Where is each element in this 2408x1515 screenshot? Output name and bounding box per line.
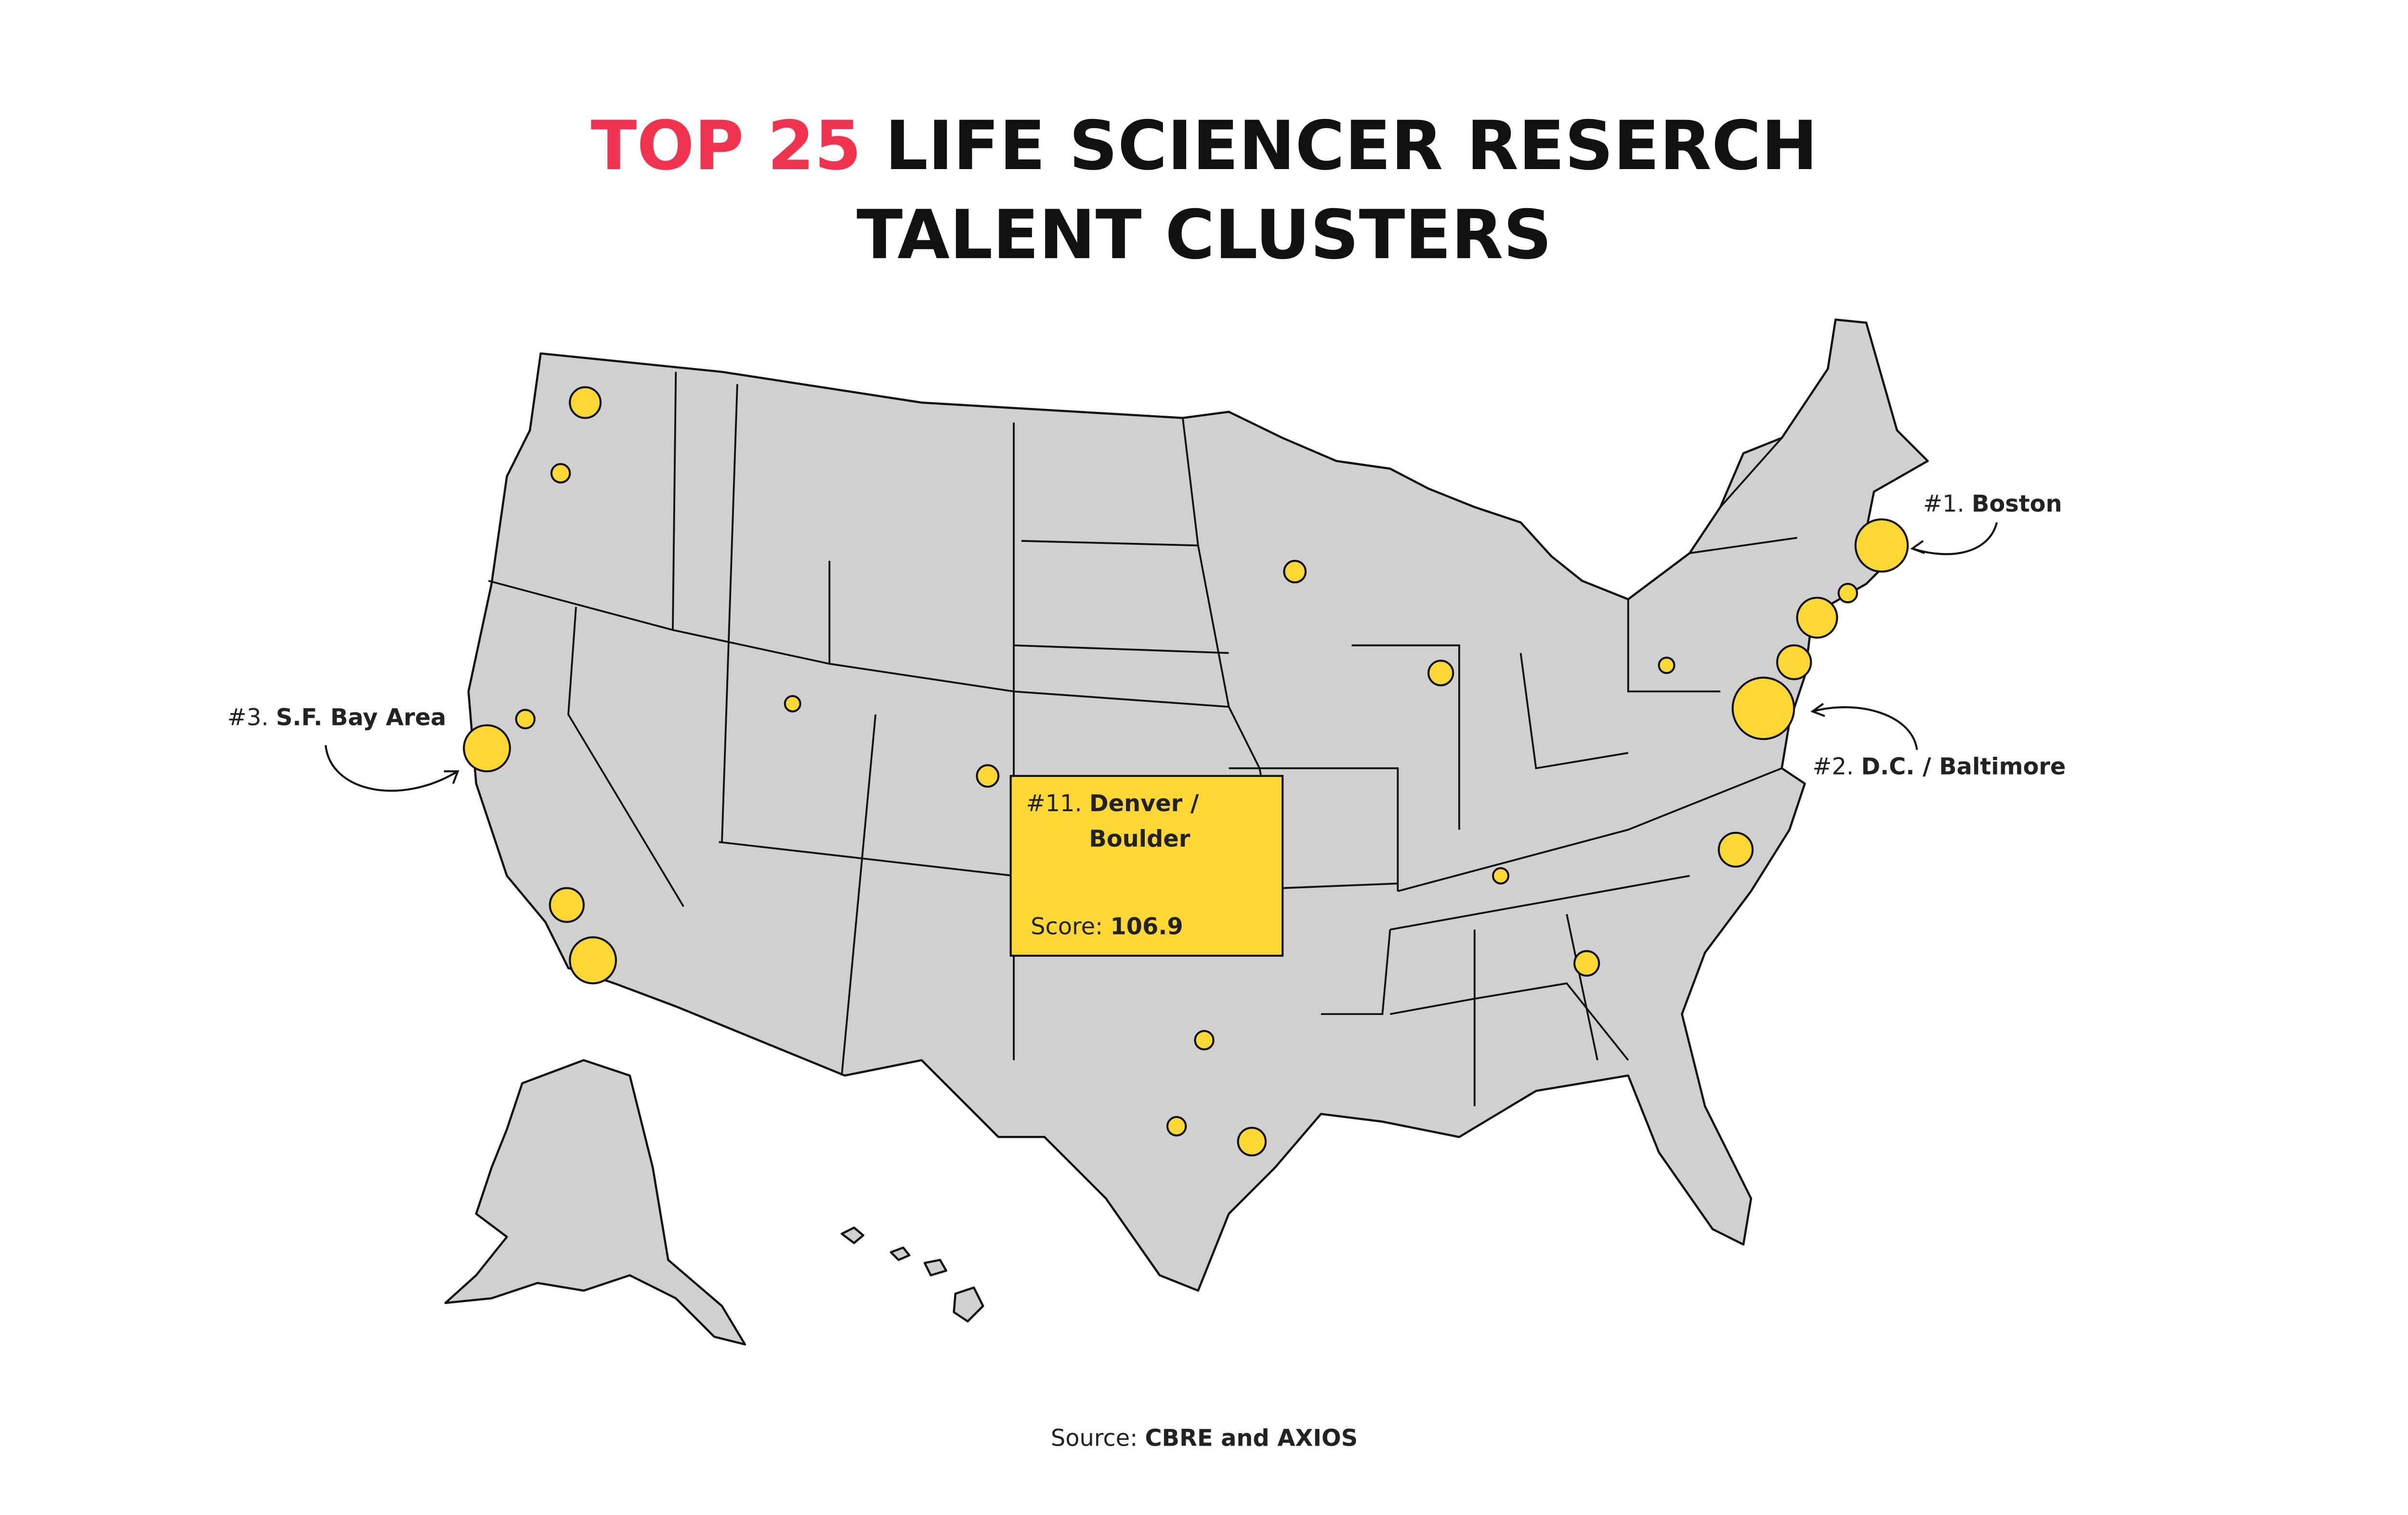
clusters	[463, 386, 1909, 1157]
source: Source: CBRE and AXIOS	[1051, 1425, 1358, 1451]
score-label: Score:	[1031, 913, 1103, 940]
title-text: LIFE SCIENCER RESERCH	[885, 107, 1818, 185]
cluster	[1854, 518, 1909, 573]
cluster	[1837, 583, 1858, 604]
cluster	[1492, 867, 1510, 885]
cluster	[569, 936, 617, 985]
tooltip-score: Score: 106.9	[1031, 913, 1183, 940]
cluster	[784, 695, 801, 712]
title-line-2: TALENT CLUSTERS	[857, 196, 1552, 275]
source-value: CBRE and AXIOS	[1145, 1425, 1358, 1451]
cluster	[1194, 1030, 1215, 1051]
arrow	[1810, 703, 1918, 750]
tooltip-name: #11. Denver /	[1026, 790, 1199, 817]
rank: #11.	[1026, 790, 1082, 817]
arrow	[1910, 522, 1998, 555]
cluster	[1166, 1116, 1187, 1137]
hawaii	[840, 1226, 984, 1323]
cluster	[1717, 831, 1754, 868]
callout-boston: #1. Boston	[1923, 491, 2062, 517]
cluster	[549, 887, 585, 923]
tooltip-name-2: Boulder	[1089, 826, 1190, 852]
cluster	[1573, 950, 1600, 977]
cluster	[1658, 657, 1675, 674]
rank: #3.	[227, 705, 269, 731]
cluster	[1796, 596, 1838, 639]
city-name: S.F. Bay Area	[276, 705, 446, 731]
alaska	[444, 1059, 746, 1346]
cluster	[463, 724, 511, 773]
city-name: D.C. / Baltimore	[1861, 754, 2066, 780]
rank: #1.	[1923, 491, 1964, 517]
cluster	[1731, 676, 1795, 740]
city-name: Denver /	[1089, 790, 1199, 817]
callout-sf: #3. S.F. Bay Area	[227, 705, 446, 731]
cluster	[1427, 659, 1454, 686]
cluster	[976, 764, 1000, 788]
callout-dc: #2. D.C. / Baltimore	[1813, 754, 2066, 780]
score-value: 106.9	[1110, 913, 1183, 940]
cluster	[550, 463, 571, 484]
rank: #2.	[1813, 754, 1854, 780]
arrow	[325, 745, 459, 792]
cluster	[1237, 1127, 1267, 1157]
title-line-1: TOP 25 LIFE SCIENCER RESERCH	[591, 107, 1818, 185]
cluster	[1776, 644, 1812, 680]
tooltip: #11. Denver / Boulder Score: 106.9	[1009, 775, 1284, 957]
callouts: #1. Boston #2. D.C. / Baltimore #3. S.F.…	[227, 491, 2066, 792]
cluster	[515, 709, 536, 729]
cluster	[1283, 560, 1307, 583]
source-label: Source:	[1051, 1425, 1138, 1451]
title-highlight: TOP 25	[591, 107, 862, 185]
state-boundaries	[488, 371, 1797, 1107]
tooltip-box	[1009, 775, 1284, 957]
city-name: Boston	[1972, 491, 2062, 517]
cluster	[569, 386, 602, 419]
